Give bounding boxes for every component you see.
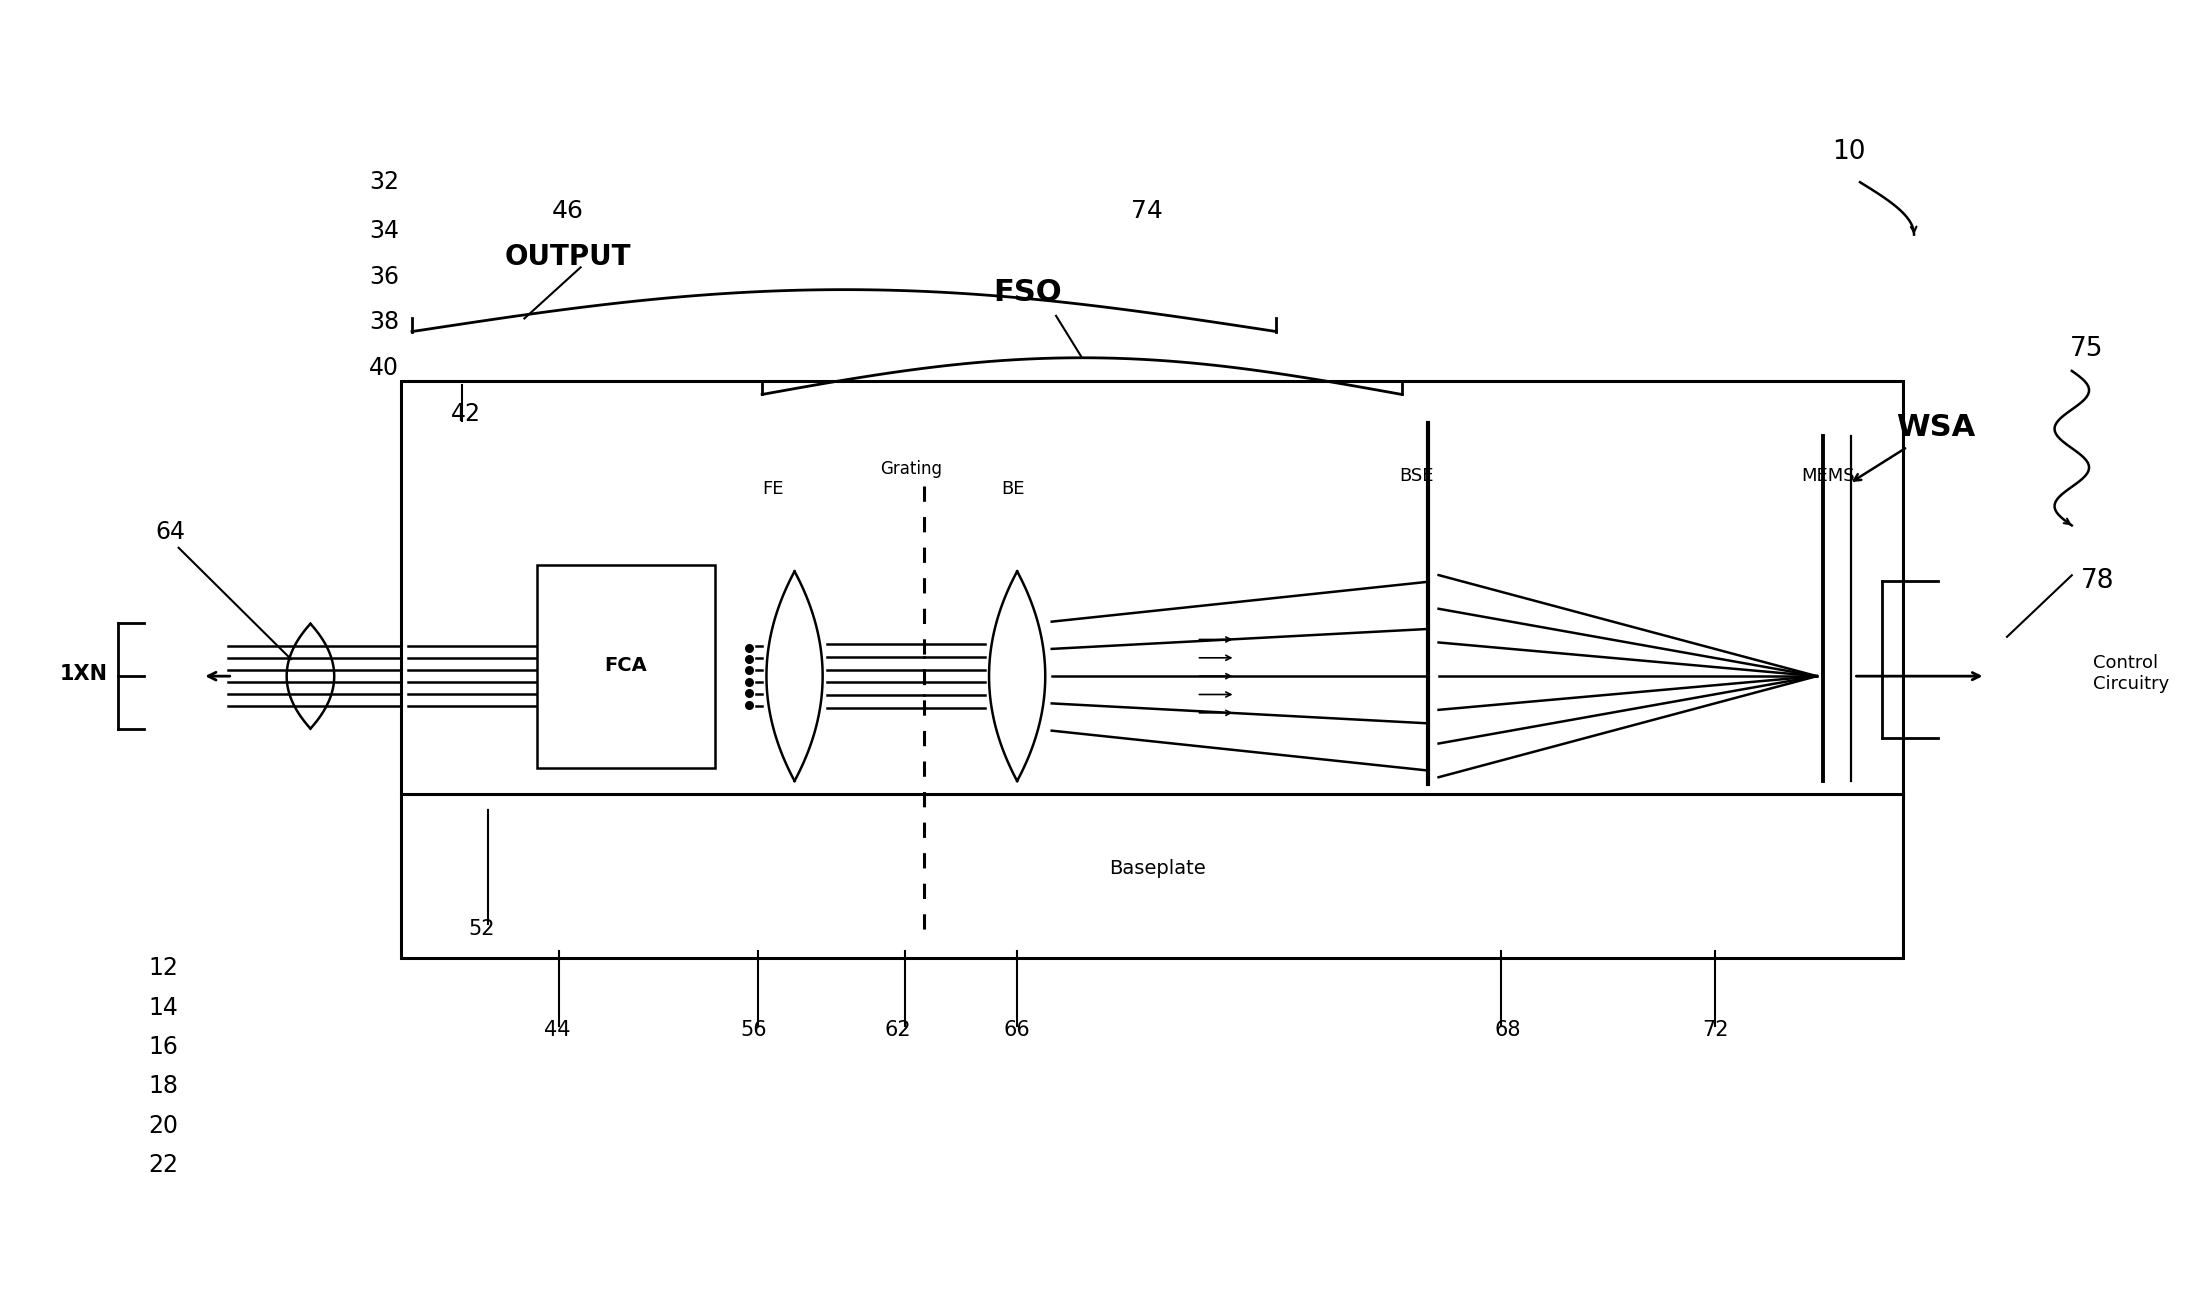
Text: 22: 22 bbox=[149, 1153, 179, 1176]
Text: 14: 14 bbox=[149, 995, 179, 1020]
Text: 42: 42 bbox=[450, 402, 481, 427]
Text: 40: 40 bbox=[369, 356, 398, 381]
Text: 75: 75 bbox=[2070, 336, 2103, 361]
Text: 32: 32 bbox=[369, 171, 398, 194]
Text: Control
Circuitry: Control Circuitry bbox=[2094, 654, 2171, 693]
Text: 62: 62 bbox=[885, 1020, 912, 1040]
Text: 44: 44 bbox=[544, 1020, 571, 1040]
Text: 68: 68 bbox=[1495, 1020, 1521, 1040]
Text: 16: 16 bbox=[149, 1035, 179, 1060]
Text: 66: 66 bbox=[1003, 1020, 1030, 1040]
Text: 74: 74 bbox=[1130, 200, 1163, 223]
Text: FE: FE bbox=[763, 479, 785, 498]
Text: 46: 46 bbox=[551, 200, 584, 223]
Bar bbox=[402, 381, 1904, 958]
Text: FCA: FCA bbox=[606, 656, 647, 675]
Text: OUTPUT: OUTPUT bbox=[505, 243, 632, 270]
Text: 52: 52 bbox=[468, 919, 494, 939]
Text: 18: 18 bbox=[149, 1074, 179, 1098]
Text: Baseplate: Baseplate bbox=[1108, 859, 1207, 878]
Text: 34: 34 bbox=[369, 219, 398, 243]
Text: 36: 36 bbox=[369, 264, 398, 289]
Text: FSO: FSO bbox=[995, 278, 1062, 307]
Text: 38: 38 bbox=[369, 310, 400, 335]
Text: 1XN: 1XN bbox=[59, 663, 107, 684]
Text: 72: 72 bbox=[1703, 1020, 1729, 1040]
Text: WSA: WSA bbox=[1895, 412, 1976, 441]
Text: BE: BE bbox=[1001, 479, 1025, 498]
Text: BSE: BSE bbox=[1399, 466, 1434, 484]
Text: MEMS: MEMS bbox=[1801, 466, 1854, 484]
Text: 78: 78 bbox=[2081, 567, 2114, 593]
Bar bbox=[538, 565, 715, 768]
Text: 12: 12 bbox=[149, 956, 179, 981]
Text: 10: 10 bbox=[1832, 139, 1867, 165]
Text: 20: 20 bbox=[149, 1113, 179, 1137]
Text: 56: 56 bbox=[741, 1020, 767, 1040]
Text: Grating: Grating bbox=[881, 460, 942, 478]
Text: 64: 64 bbox=[155, 520, 186, 544]
